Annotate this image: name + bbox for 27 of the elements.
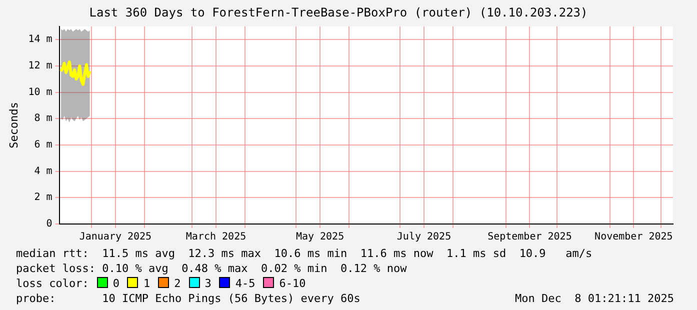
text: 2 [174, 277, 181, 290]
y-tick-label: 6 m [34, 140, 52, 151]
y-tick-label: 0 [46, 218, 52, 230]
x-tick-label: January 2025 [79, 232, 152, 243]
text: 4-5 [235, 277, 256, 290]
y-tick-label: 4 m [34, 166, 52, 177]
x-tick-label: September 2025 [488, 232, 572, 243]
text: median rtt: 11.5 ms avg 12.3 ms max 10.6 ms min 11.6 ms now 1.1 ms sd 10.9 am/s [16, 247, 592, 260]
text: 3 [204, 277, 212, 290]
text: 0 [112, 277, 120, 290]
x-tick-label: May 2025 [296, 232, 344, 243]
y-axis-title: Seconds [7, 102, 20, 148]
text: 6-10 [279, 277, 306, 290]
x-tick-label: November 2025 [594, 232, 673, 243]
y-tick-label: 12 m [28, 60, 52, 72]
y-tick-label: 2 m [34, 192, 52, 204]
text: packet loss: 0.10 % avg 0.48 % max 0.02 % min 0.12 % now [16, 261, 408, 276]
y-tick-label: 10 m [28, 86, 52, 98]
x-tick-label: July 2025 [396, 232, 452, 243]
y-tick-label: 14 m [28, 34, 52, 46]
y-tick-label: 8 m [34, 113, 52, 124]
text: loss color: [16, 277, 89, 290]
chart-title: Last 360 Days to ForestFern-TreeBase-PBoxPro (router) (10.10.203.223) [89, 5, 588, 20]
text: Mon Dec 8 01:21:11 2025 [515, 291, 674, 306]
text: probe: 10 ICMP Echo Pings (56 Bytes) every 60s [16, 292, 360, 305]
text: 1 [143, 277, 150, 290]
x-tick-label: March 2025 [186, 232, 246, 243]
